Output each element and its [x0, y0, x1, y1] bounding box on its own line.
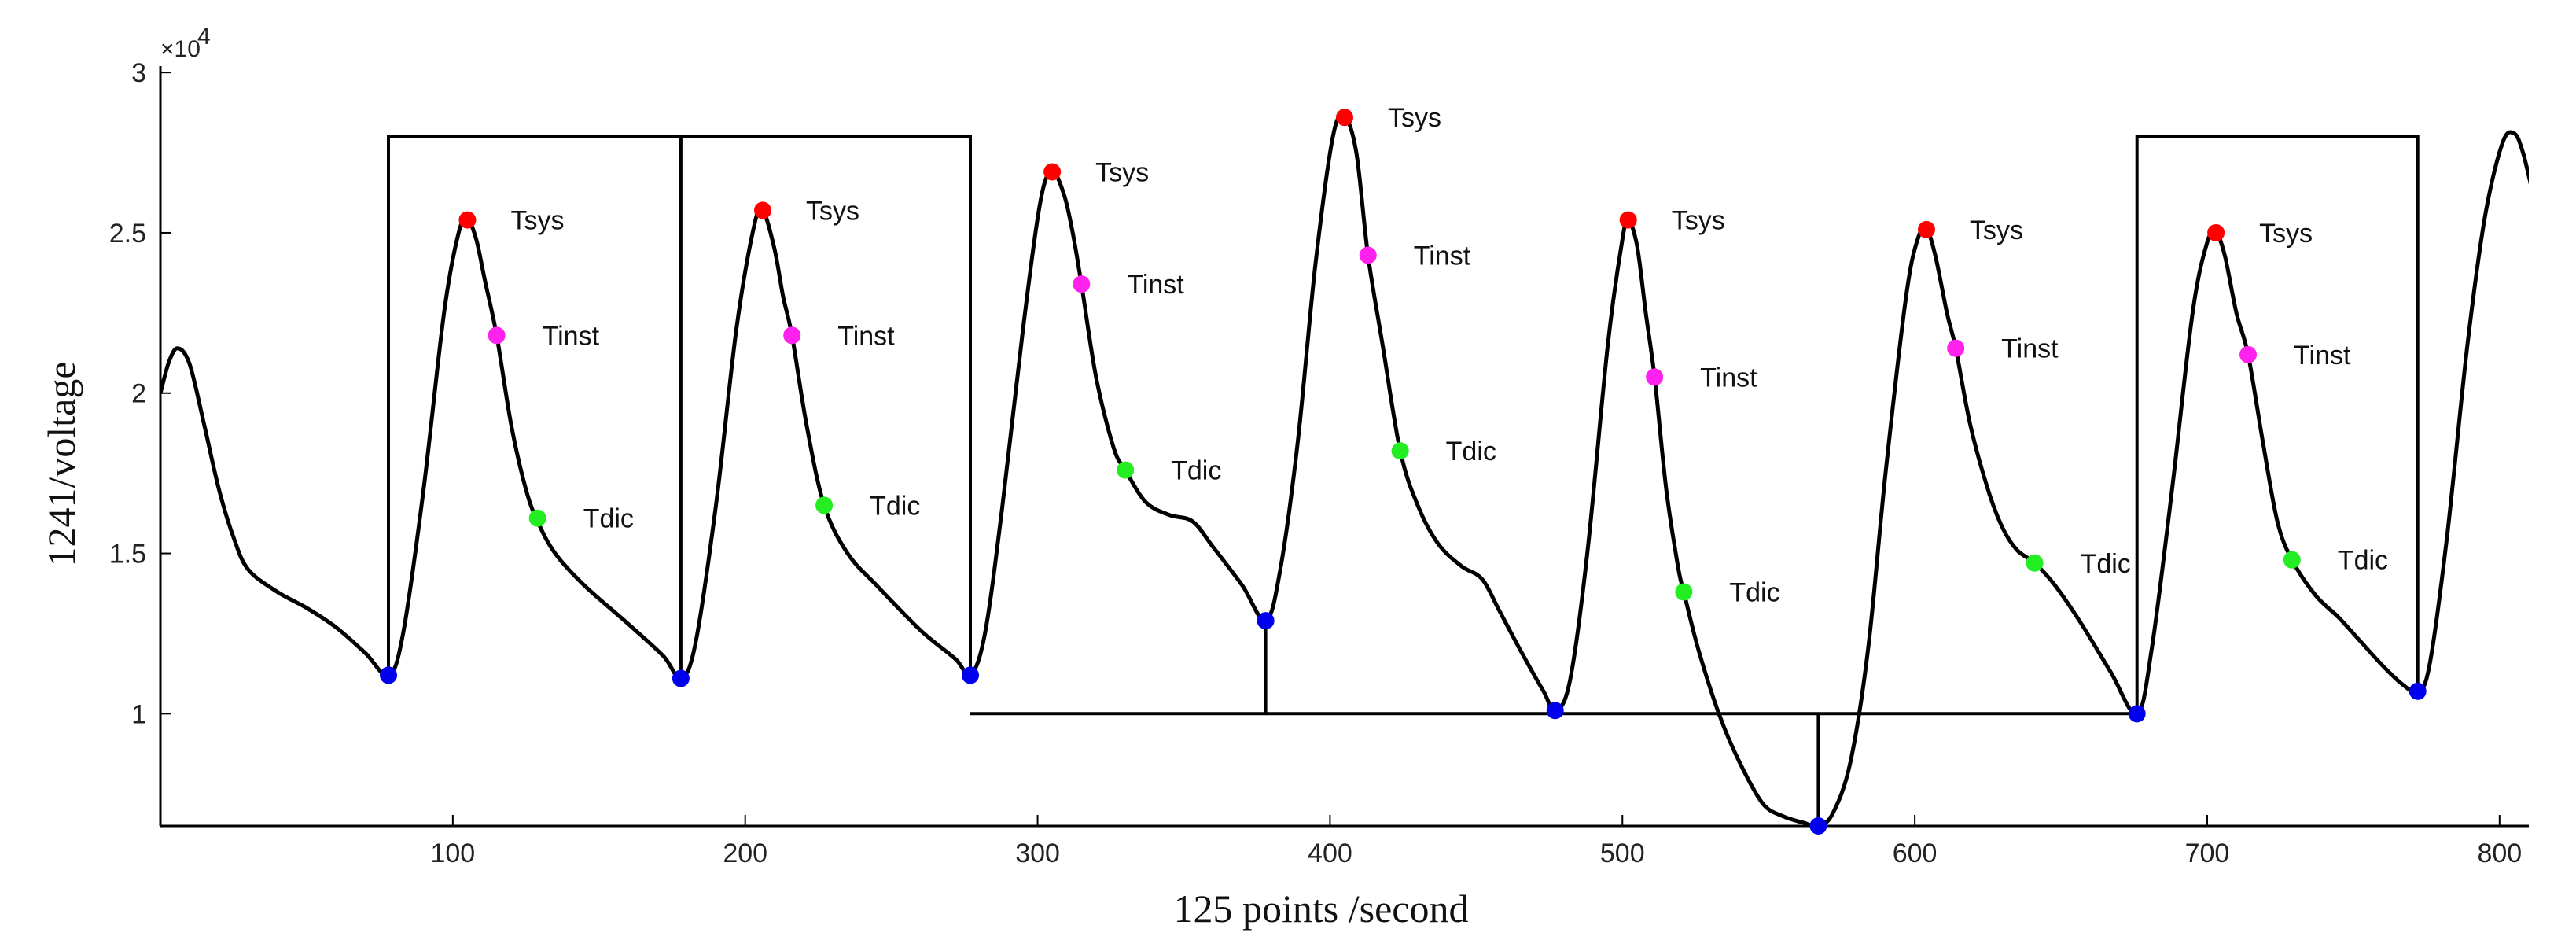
- tinst-label: Tinst: [837, 321, 895, 351]
- x-tick-label: 200: [723, 839, 767, 868]
- tsys-point: [754, 201, 772, 219]
- tinst-label: Tinst: [2294, 341, 2351, 370]
- segment-line: [680, 135, 972, 676]
- y-tick-label: 1.5: [109, 540, 146, 570]
- y-exponent-base: ×10: [160, 36, 201, 62]
- x-tick-label: 100: [430, 839, 475, 868]
- tinst-label: Tinst: [1700, 363, 1757, 393]
- tinst-point: [488, 326, 506, 345]
- tsys-point: [1043, 163, 1062, 181]
- annotation-labels: Tsys Tinst Tdic Tsys Tinst Tdic Tsys Tinst Tdic T…: [510, 103, 2388, 607]
- segment-line: [387, 135, 683, 679]
- trough-point: [2409, 682, 2427, 700]
- markers: [380, 109, 2427, 835]
- tdic-point: [1675, 583, 1693, 601]
- tsys-point: [2207, 223, 2225, 241]
- tdic-label: Tdic: [2081, 549, 2131, 579]
- tinst-point: [783, 326, 801, 345]
- signal-line: [160, 113, 2529, 826]
- tinst-point: [2239, 345, 2258, 363]
- x-tick-label: 500: [1600, 839, 1645, 868]
- tinst-point: [1073, 275, 1091, 293]
- trough-point: [2128, 705, 2146, 723]
- tsys-label: Tsys: [1388, 103, 1441, 133]
- x-tick-label: 300: [1015, 839, 1060, 868]
- tdic-point: [2026, 554, 2044, 572]
- tsys-point: [458, 211, 477, 229]
- y-tick-label: 2.5: [109, 219, 146, 249]
- axes: [159, 66, 2529, 828]
- tdic-label: Tdic: [583, 504, 634, 534]
- y-tick-label: 2: [131, 379, 146, 409]
- tinst-point: [1359, 246, 1377, 264]
- tsys-label: Tsys: [2259, 219, 2313, 249]
- tsys-label: Tsys: [510, 206, 564, 236]
- x-tick-label: 700: [2185, 839, 2230, 868]
- tdic-label: Tdic: [870, 491, 920, 521]
- x-tick-label: 400: [1308, 839, 1352, 868]
- tsys-point: [1917, 220, 1935, 238]
- tsys-label: Tsys: [806, 196, 859, 226]
- tdic-point: [1117, 461, 1135, 479]
- tsys-point: [1619, 211, 1637, 229]
- tdic-point: [815, 496, 834, 514]
- trough-point: [1546, 702, 1564, 720]
- tsys-label: Tsys: [1095, 158, 1149, 188]
- tinst-label: Tinst: [1414, 241, 1471, 271]
- tdic-point: [528, 509, 546, 527]
- x-tick-label: 600: [1893, 839, 1938, 868]
- tsys-point: [1336, 109, 1353, 127]
- plot-area: [160, 66, 2529, 826]
- tinst-point: [1646, 368, 1664, 386]
- tsys-label: Tsys: [1672, 206, 1725, 236]
- y-tick-label: 1: [131, 699, 146, 729]
- signal-line-layer: [160, 113, 2529, 826]
- tdic-point: [1391, 442, 1409, 460]
- trough-point: [380, 666, 398, 684]
- ticks: 100 200 300 400 500 600 700 800 1 1.5 2 2.5 3: [109, 58, 2522, 868]
- x-tick-label: 800: [2477, 839, 2522, 868]
- tdic-label: Tdic: [1446, 437, 1496, 466]
- trough-point: [962, 666, 980, 684]
- tinst-label: Tinst: [2001, 334, 2059, 364]
- tdic-label: Tdic: [1729, 577, 1779, 607]
- tinst-label: Tinst: [1127, 270, 1184, 300]
- tdic-point: [2283, 551, 2301, 569]
- segmentation-lines: [387, 135, 2420, 826]
- trough-point: [672, 669, 690, 687]
- tinst-label: Tinst: [543, 321, 600, 351]
- tdic-label: Tdic: [1171, 456, 1221, 486]
- x-axis-title: 125 points /second: [1174, 887, 1469, 931]
- segment-line: [2135, 135, 2420, 714]
- tsys-label: Tsys: [1970, 216, 2023, 245]
- y-tick-label: 3: [131, 58, 146, 88]
- trough-point: [1809, 817, 1827, 835]
- trough-point: [1257, 612, 1275, 630]
- y-exponent-power: 4: [197, 24, 211, 50]
- tinst-point: [1947, 339, 1965, 357]
- y-axis-title: 1241/voltage: [39, 361, 83, 566]
- tdic-label: Tdic: [2338, 546, 2388, 576]
